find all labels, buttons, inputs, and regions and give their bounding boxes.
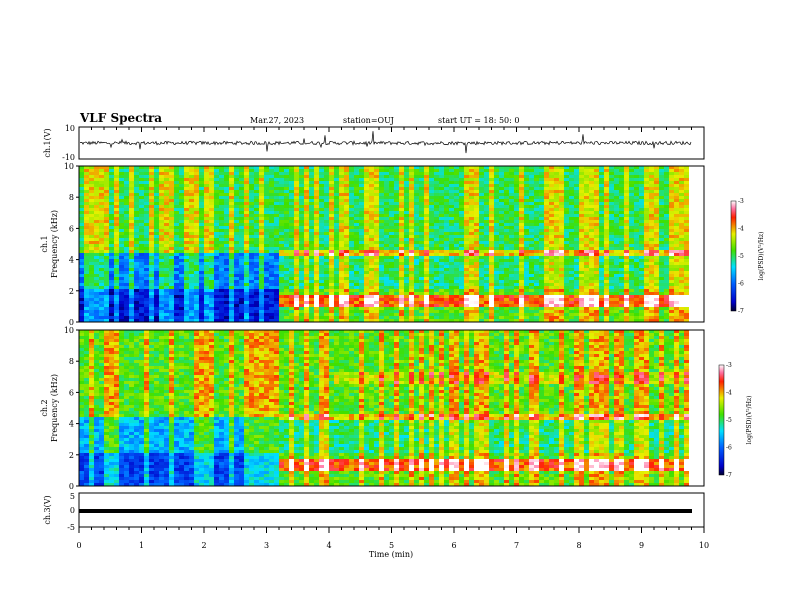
- yt3-label: 6: [69, 388, 74, 397]
- time-axis-tick-label: 4: [326, 541, 331, 550]
- yt3-label: 4: [69, 420, 74, 429]
- time-axis-tick-label: 3: [264, 541, 269, 550]
- ch3-waveform-panel: 5 0 -5 ch.3(V) 0 1 2 3 4 5 6 7 8 9 10 Time (min): [43, 127, 709, 559]
- ch3-ylabel: ch.3(V): [43, 495, 52, 524]
- ch1-colorbar-ticks: -3 -4 -5 -6 -7: [738, 198, 744, 315]
- ch1-waveform-trace: [80, 131, 692, 154]
- cb2-label: -4: [726, 390, 732, 397]
- ch1-waveform-panel: 10 -10 ch.1(V): [43, 124, 705, 162]
- yt2-label: 2: [69, 287, 74, 296]
- cb2-label: -7: [726, 472, 732, 479]
- ch2-spectrogram-yticks: 0 2 4 6 8 10: [64, 326, 79, 491]
- ch2-spectrogram-panel: 0 2 4 6 8 10 ch.2 Frequency (kHz): [40, 326, 705, 491]
- ch1-spectrogram-panel: 0 2 4 6 8 10 ch.1 Frequency (kHz): [40, 162, 705, 327]
- cb1-label: -3: [738, 198, 744, 205]
- yt2-label: 6: [69, 224, 74, 233]
- cb2-label: -5: [726, 417, 732, 424]
- start-time-label: start UT = 18: 50: 0: [438, 116, 520, 125]
- time-axis-ticks: 0 1 2 3 4 5 6 7 8 9 10: [76, 127, 709, 550]
- ch3-ytick-top: 5: [70, 492, 75, 501]
- time-axis-label: Time (min): [369, 550, 413, 559]
- time-axis-tick-label: 10: [699, 541, 709, 550]
- cb1-label: -4: [738, 226, 744, 233]
- yt2-label: 4: [69, 256, 74, 265]
- ch2-colorbar: -3 -4 -5 -6 -7 log(PSD)(V²/Hz): [718, 362, 753, 479]
- date-label: Mar.27, 2023: [250, 116, 305, 125]
- time-axis-tick-label: 9: [639, 541, 644, 550]
- yt3-label: 8: [69, 357, 74, 366]
- yt3-label: 2: [69, 451, 74, 460]
- time-axis-tick-label: 2: [201, 541, 206, 550]
- yt3-label: 0: [69, 482, 74, 491]
- chart-title: VLF Spectra: [80, 111, 163, 125]
- cb1-label: -7: [738, 308, 744, 315]
- yt2-label: 10: [64, 162, 74, 171]
- ch1-colorbar: -3 -4 -5 -6 -7 log(PSD)(V²/Hz): [730, 198, 765, 315]
- ch1-spectrogram-ylabel-channel: ch.1: [40, 235, 49, 252]
- cb1-label: -6: [738, 281, 744, 288]
- time-axis-tick-label: 7: [514, 541, 519, 550]
- ch1-colorbar-label: log(PSD)(V²/Hz): [758, 232, 765, 281]
- ch1-spectrogram-ylabel-frequency: Frequency (kHz): [50, 210, 59, 278]
- ch2-spectrogram-ylabel-frequency: Frequency (kHz): [50, 374, 59, 442]
- ch3-ytick-middle: 0: [70, 506, 75, 515]
- ch1-ytick-top: 10: [65, 124, 75, 133]
- ch2-colorbar-label: log(PSD)(V²/Hz): [746, 396, 753, 445]
- cb2-label: -6: [726, 445, 732, 452]
- yt3-label: 10: [64, 326, 74, 335]
- cb2-label: -3: [726, 362, 732, 369]
- ch2-spectrogram-ylabel-channel: ch.2: [40, 399, 49, 416]
- time-axis-tick-label: 5: [389, 541, 394, 550]
- ch1-ytick-bottom: -10: [62, 153, 75, 162]
- yt2-label: 0: [69, 318, 74, 327]
- station-label: station=OUJ: [343, 116, 394, 125]
- ch1-ylabel: ch.1(V): [43, 128, 52, 157]
- ch1-spectrogram-image: [79, 166, 689, 322]
- ch2-colorbar-ticks: -3 -4 -5 -6 -7: [726, 362, 732, 479]
- time-axis-tick-label: 1: [139, 541, 144, 550]
- yt2-label: 8: [69, 193, 74, 202]
- ch3-ytick-bottom: -5: [67, 523, 75, 532]
- ch1-spectrogram-yticks: 0 2 4 6 8 10: [64, 162, 79, 327]
- cb1-label: -5: [738, 253, 744, 260]
- ch2-spectrogram-image: [79, 330, 689, 486]
- time-axis-tick-label: 0: [76, 541, 81, 550]
- time-axis-tick-label: 6: [451, 541, 456, 550]
- time-axis-tick-label: 8: [576, 541, 581, 550]
